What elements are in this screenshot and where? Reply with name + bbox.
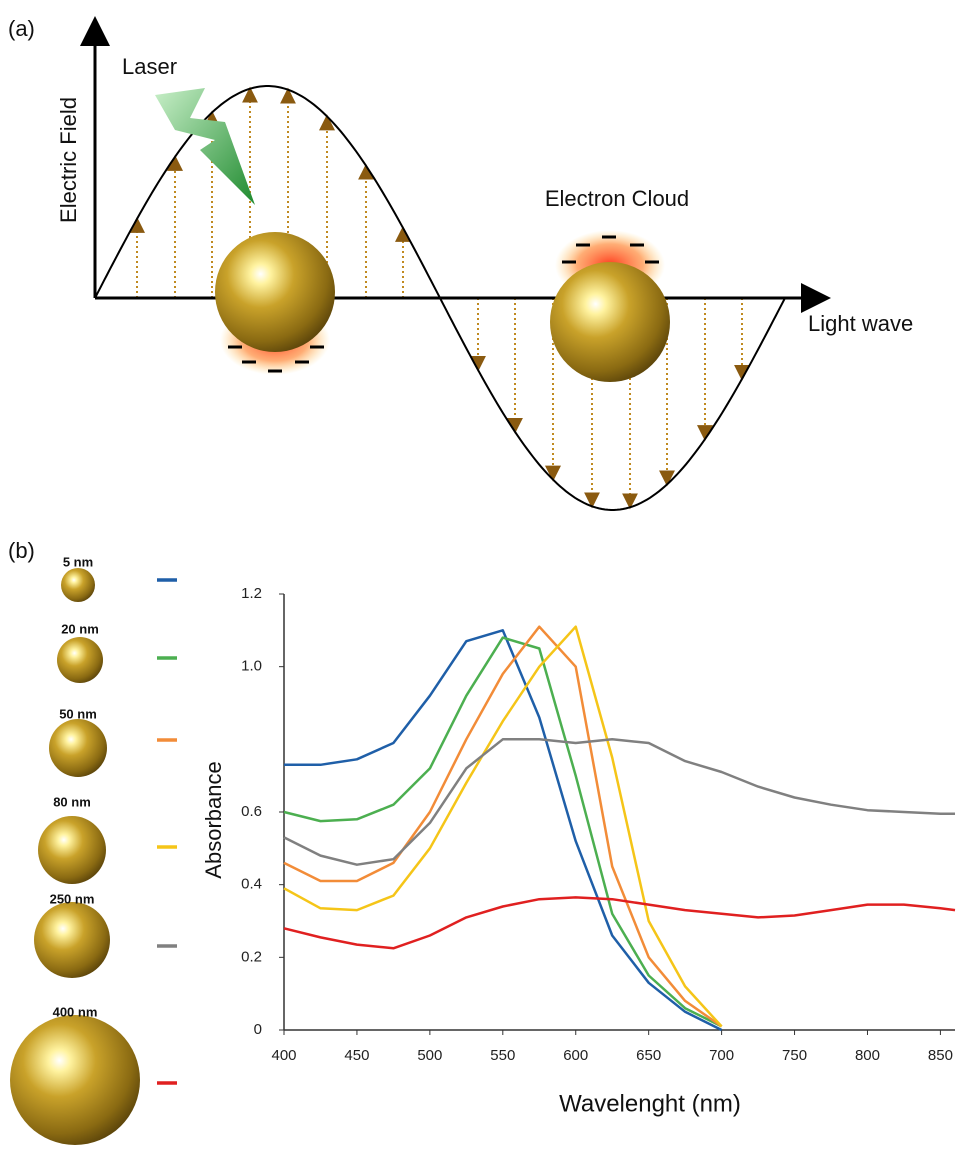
legend-label: 250 nm xyxy=(50,891,95,906)
y-tick-label: 1.2 xyxy=(241,585,262,602)
legend-label: 80 nm xyxy=(53,794,91,809)
x-tick-label: 600 xyxy=(563,1047,588,1064)
y-axis-label: Absorbance xyxy=(201,761,226,878)
particle xyxy=(215,232,335,352)
x-tick-label: 550 xyxy=(490,1047,515,1064)
laser-bolt xyxy=(155,88,255,205)
legend-sphere xyxy=(49,719,107,777)
y-axis-label: Electric Field xyxy=(56,97,81,223)
x-tick-label: 750 xyxy=(782,1047,807,1064)
legend-label: 20 nm xyxy=(61,621,99,636)
x-tick-label: 850 xyxy=(928,1047,953,1064)
x-tick-label: 450 xyxy=(344,1047,369,1064)
y-tick-label: 0.6 xyxy=(241,803,262,820)
y-tick-label: 1.0 xyxy=(241,658,262,675)
x-tick-label: 700 xyxy=(709,1047,734,1064)
x-tick-label: 500 xyxy=(417,1047,442,1064)
series-line xyxy=(283,625,723,1028)
x-axis-label: Light wave xyxy=(808,311,913,336)
x-tick-label: 400 xyxy=(271,1047,296,1064)
charges xyxy=(228,235,659,373)
legend-sphere xyxy=(61,568,95,602)
series-line xyxy=(283,625,723,1028)
x-tick-label: 650 xyxy=(636,1047,661,1064)
legend-label: 5 nm xyxy=(63,554,93,569)
cloud-label: Electron Cloud xyxy=(545,186,689,211)
legend-label: 50 nm xyxy=(59,706,97,721)
x-tick-label: 800 xyxy=(855,1047,880,1064)
laser-label: Laser xyxy=(122,54,177,79)
series-line xyxy=(283,636,723,1028)
panel-label: (b) xyxy=(8,538,35,563)
legend-sphere xyxy=(34,902,110,978)
y-tick-label: 0.2 xyxy=(241,948,262,965)
series-line xyxy=(283,896,956,950)
series-line xyxy=(284,629,723,1032)
panel-a: (a) Laser Electric Field Electron Cloud … xyxy=(8,16,913,511)
chart: 0 0.2 0.4 0.6 1.0 1.2 400 450 500 550 600 650 700 750… xyxy=(10,554,956,1145)
legend-sphere xyxy=(57,637,103,683)
x-axis-label: Wavelenght (nm) xyxy=(559,1090,741,1117)
y-tick-label: 0.4 xyxy=(241,876,262,893)
legend-label: 400 nm xyxy=(53,1004,98,1019)
legend-sphere xyxy=(38,816,106,884)
y-tick-label: 0 xyxy=(254,1021,262,1038)
particle xyxy=(550,262,670,382)
panel-label: (a) xyxy=(8,16,35,41)
legend-sphere xyxy=(10,1015,140,1145)
series-line xyxy=(283,738,955,866)
